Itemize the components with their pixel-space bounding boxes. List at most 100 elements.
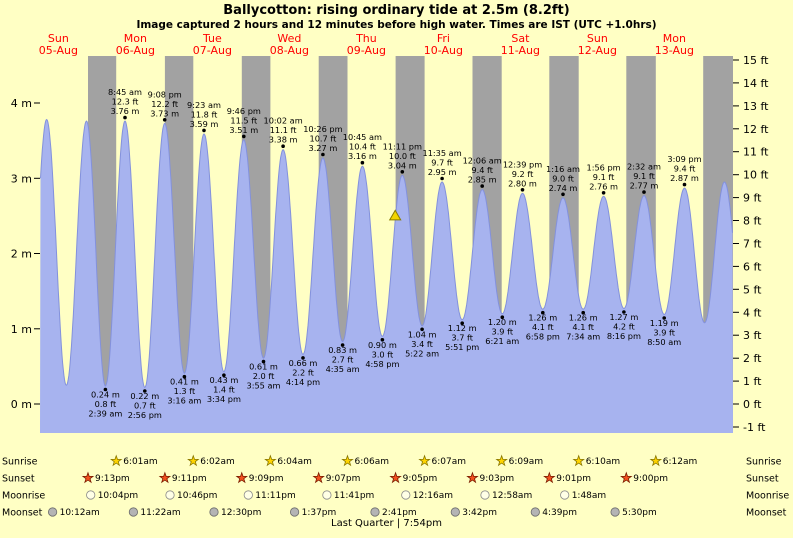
high-tide-label: 11.1 ft [270, 125, 298, 135]
astro-time-sunset: 9:03pm [480, 474, 515, 484]
astro-row-label-right-moonset: Moonset [746, 508, 787, 519]
low-tide-label: 0.61 m [249, 362, 278, 372]
astro-time-moonrise: 12:58am [492, 491, 532, 501]
day-label-name: Sun [587, 32, 608, 45]
day-label-date: 13-Aug [655, 44, 694, 57]
astro-time-sunrise: 6:10am [586, 457, 621, 467]
astro-time-sunrise: 6:01am [123, 457, 158, 467]
tide-extreme-dot [103, 387, 108, 392]
high-tide-label: 11:11 pm [383, 141, 422, 151]
low-tide-label: 8:50 am [647, 337, 681, 347]
low-tide-label: 3:16 am [167, 396, 201, 406]
astro-row-label-left-sunset: Sunset [2, 474, 35, 485]
y-axis-label-feet: 15 ft [743, 54, 769, 67]
sunrise-star-icon [187, 454, 200, 467]
y-axis-label-feet: 5 ft [743, 283, 762, 296]
low-tide-label: 3.4 ft [411, 339, 433, 349]
high-tide-label: 3.51 m [229, 125, 258, 135]
moon-phase-caption: Last Quarter | 7:54pm [331, 518, 442, 529]
day-label-name: Fri [437, 32, 450, 45]
high-tide-label: 3.76 m [111, 106, 140, 116]
low-tide-label: 6:21 am [485, 336, 519, 346]
sunset-star-icon [235, 471, 248, 484]
low-tide-label: 0.43 m [209, 375, 238, 385]
high-tide-label: 1:56 pm [587, 162, 621, 172]
day-label-date: 06-Aug [116, 44, 155, 57]
tide-extreme-dot [682, 182, 687, 187]
high-tide-label: 9.2 ft [512, 169, 534, 179]
tide-extreme-dot [460, 321, 465, 326]
low-tide-label: 3.0 ft [372, 349, 394, 359]
high-tide-label: 1:16 am [546, 164, 580, 174]
high-tide-label: 9.7 ft [431, 158, 453, 168]
high-tide-label: 12:06 am [463, 156, 502, 166]
high-tide-label: 2.80 m [508, 178, 537, 188]
y-axis-label-feet: 4 ft [743, 306, 762, 319]
tide-extreme-dot [281, 144, 285, 148]
tide-extreme-dot [440, 176, 444, 181]
y-axis-label-feet: 13 ft [743, 100, 769, 113]
astro-time-moonset: 12:30pm [221, 508, 261, 518]
day-label-date: 10-Aug [424, 44, 463, 57]
moonset-circle-icon [47, 507, 58, 517]
y-axis-label-feet: 3 ft [743, 329, 762, 342]
sunset-star-icon [312, 471, 325, 484]
sunrise-star-icon [264, 454, 277, 467]
high-tide-label: 9.0 ft [552, 173, 574, 183]
moonset-circle-icon [530, 507, 540, 517]
sunrise-star-icon [110, 454, 123, 467]
day-label-date: 11-Aug [501, 44, 540, 57]
astro-row-label-right-moonrise: Moonrise [746, 491, 789, 502]
low-tide-label: 2.2 ft [292, 367, 314, 377]
y-axis-label-feet: 6 ft [743, 260, 762, 273]
astro-time-sunrise: 6:09am [509, 457, 543, 467]
high-tide-label: 3.73 m [150, 108, 179, 118]
tide-extreme-dot [622, 310, 626, 314]
tide-extreme-dot [162, 118, 167, 122]
low-tide-label: 6:58 pm [526, 332, 560, 342]
moonrise-circle-icon [243, 490, 253, 500]
high-tide-label: 2.74 m [549, 183, 578, 193]
moonrise-circle-icon [86, 490, 96, 500]
high-tide-label: 9.1 ft [593, 172, 615, 182]
low-tide-label: 0.7 ft [134, 401, 156, 411]
tide-extreme-dot [400, 170, 405, 174]
sunrise-star-icon [649, 454, 663, 467]
astro-time-sunset: 9:13pm [95, 474, 130, 484]
astro-time-sunset: 9:00pm [633, 474, 668, 484]
high-tide-label: 10:26 pm [303, 124, 342, 134]
high-tide-label: 9.4 ft [674, 164, 696, 174]
low-tide-label: 4.1 ft [572, 322, 594, 332]
day-label-name: Wed [277, 32, 301, 45]
moonset-circle-icon [289, 507, 300, 517]
high-tide-label: 3.59 m [190, 119, 219, 129]
high-tide-label: 2.76 m [589, 181, 618, 191]
low-tide-label: 1.26 m [528, 313, 557, 323]
low-tide-label: 8:16 pm [607, 331, 641, 341]
low-tide-label: 4:35 am [326, 364, 360, 374]
astro-time-sunrise: 6:07am [432, 457, 467, 467]
low-tide-label: 0.41 m [170, 377, 199, 387]
sunrise-star-icon [495, 454, 508, 467]
astro-row-label-left-sunrise: Sunrise [2, 457, 38, 468]
high-tide-label: 2.95 m [428, 167, 457, 177]
day-label-name: Sat [511, 32, 530, 45]
sunset-star-icon [543, 471, 556, 484]
sunrise-star-icon [341, 454, 354, 467]
tide-extreme-dot [480, 184, 485, 188]
astro-time-moonset: 1:37pm [302, 508, 337, 518]
day-label-date: 09-Aug [347, 44, 386, 57]
astro-row-label-right-sunrise: Sunrise [746, 457, 782, 468]
low-tide-label: 7:34 am [566, 332, 600, 342]
astro-time-moonrise: 11:11pm [255, 491, 295, 501]
low-tide-label: 3:55 am [247, 381, 281, 391]
low-tide-label: 2.7 ft [332, 355, 354, 365]
high-tide-label: 10.7 ft [310, 134, 338, 144]
high-tide-label: 3.16 m [348, 151, 377, 161]
high-tide-label: 11.8 ft [191, 109, 219, 119]
low-tide-label: 1.19 m [650, 318, 679, 328]
sunset-star-icon [81, 471, 95, 484]
astro-row-label-left-moonset: Moonset [2, 508, 43, 519]
low-tide-label: 0.83 m [328, 345, 357, 355]
